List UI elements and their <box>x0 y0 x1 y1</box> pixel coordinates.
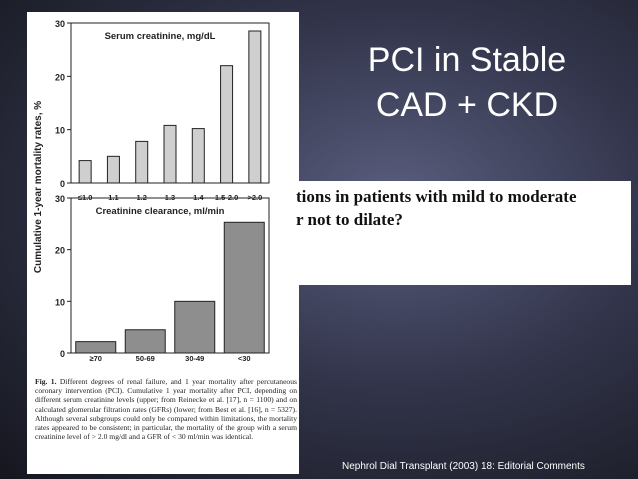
paper-snippet-line-1: tions in patients with mild to moderate <box>296 187 577 206</box>
y-axis-label: Cumulative 1-year mortality rates, % <box>33 101 44 273</box>
figure-caption: Fig. 1. Different degrees of renal failu… <box>35 377 297 441</box>
upper-bar <box>106 155 120 184</box>
lower-bar <box>75 341 117 354</box>
upper-bar <box>220 65 234 184</box>
upper-y-tick-label: 30 <box>55 19 65 29</box>
caption-text: Different degrees of renal failure, and … <box>35 377 297 442</box>
lower-x-tick-label: 50-69 <box>136 354 155 363</box>
figure-chart: Cumulative 1-year mortality rates, % 0 10 2… <box>33 19 270 363</box>
upper-y-tick-label: 10 <box>55 126 65 136</box>
lower-bar <box>223 221 265 354</box>
lower-bar <box>124 329 166 354</box>
upper-bar <box>135 140 149 184</box>
paper-title-snippet: tions in patients with mild to moderate … <box>292 181 631 285</box>
upper-y-tick-label: 0 <box>60 179 65 189</box>
figure-panel: Cumulative 1-year mortality rates, % 0 10 2… <box>27 12 299 474</box>
upper-bar <box>248 30 262 184</box>
upper-bar <box>191 128 205 184</box>
lower-bar <box>174 300 216 354</box>
caption-label: Fig. 1. <box>35 377 57 386</box>
citation-text: Nephrol Dial Transplant (2003) 18: Edito… <box>342 461 585 472</box>
upper-chart-title: Serum creatinine, mg/dL <box>105 31 216 42</box>
lower-x-tick-label: <30 <box>238 354 251 363</box>
lower-y-tick-label: 30 <box>55 194 65 204</box>
lower-x-tick-label: ≥70 <box>90 354 102 363</box>
slide-title-line-2: CAD + CKD <box>375 86 559 124</box>
upper-bar <box>163 124 177 184</box>
upper-y-tick-label: 20 <box>55 72 65 82</box>
slide-title: PCI in Stable CAD + CKD <box>342 38 592 128</box>
lower-y-tick-label: 0 <box>60 349 65 359</box>
lower-x-tick-label: 30-49 <box>185 354 204 363</box>
slide-title-line-1: PCI in Stable <box>367 41 567 79</box>
upper-bar <box>78 160 92 184</box>
lower-y-tick-label: 10 <box>55 297 65 307</box>
paper-snippet-line-2: r not to dilate? <box>296 210 403 229</box>
lower-y-tick-label: 20 <box>55 246 65 256</box>
lower-plot-frame <box>70 197 270 354</box>
lower-chart-title: Creatinine clearance, ml/min <box>96 206 225 217</box>
